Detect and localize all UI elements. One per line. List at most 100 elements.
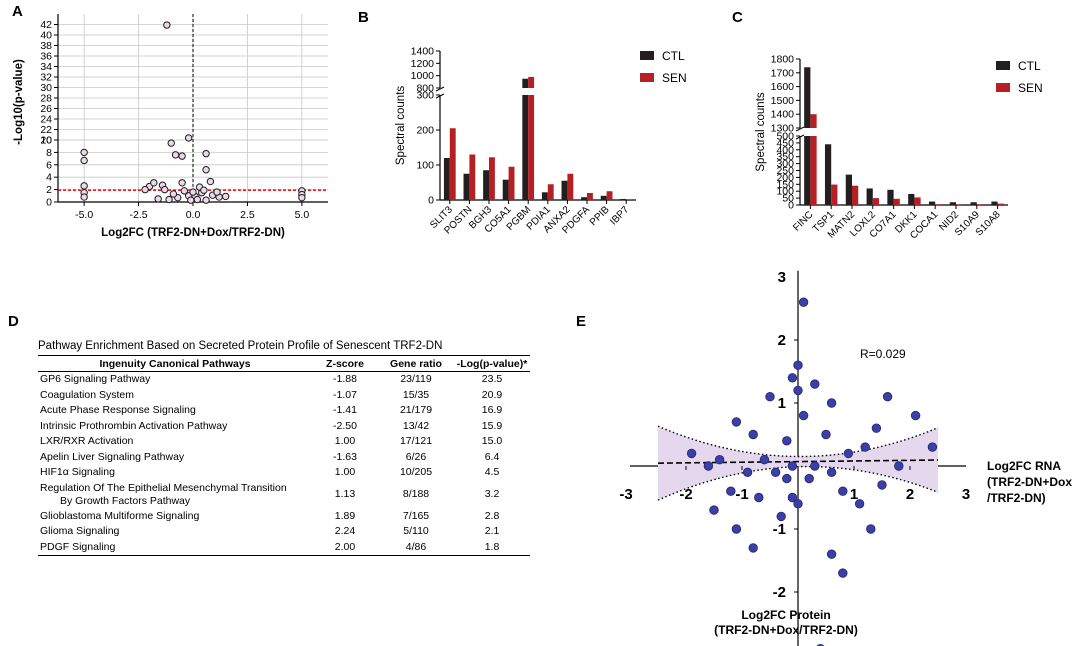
pathway-name: Intrinsic Prothrombin Activation Pathway [40,419,228,432]
axis-break-mark [435,86,445,92]
bar-sen [852,185,859,205]
bar-ctl [866,188,873,205]
correlation-point [894,461,904,471]
table-row: Intrinsic Prothrombin Activation Pathway… [38,419,530,435]
ratio-cell: 15/35 [402,388,430,401]
bar-ctl [541,192,548,200]
y-tick-label: 300 [776,158,794,170]
y-tick-label: 1300 [771,123,795,135]
y-tick-label: 1600 [771,81,795,93]
bar-sen-upper [810,114,817,128]
bar-ctl [970,202,977,205]
correlation-point [854,499,865,509]
correlation-point [821,429,831,440]
x-tick-label: IBP7 [608,204,631,227]
ratio-cell: 4/86 [378,539,454,556]
y-tick-label: 1400 [771,109,795,121]
zscore-cell: -1.41 [333,404,357,417]
y-axis-label: -Log10(p-value) [13,59,25,145]
y-tick-label: 10 [40,135,52,147]
axis-break-mark [795,126,805,132]
y-tick-label: 0 [428,195,434,207]
ratio-cell: 5/110 [403,525,429,538]
x-tick-label: -2.5 [130,209,148,221]
table-row: HIF1α Signaling 1.00 10/205 4.5 [38,465,530,481]
pathway-name-line1: Regulation Of The Epithelial Mesenchymal… [40,481,287,494]
y-tick-label: 42 [40,19,52,31]
zscore-cell: -1.88 [333,373,357,386]
pathway-name: Acute Phase Response Signaling [40,404,196,417]
x-tick-label: 2 [906,486,914,503]
legend-swatch-sen [640,73,654,82]
x-axis-label: Log2FC (TRF2-DN+Dox/TRF2-DN) [101,227,285,239]
legend-label-sen: SEN [1018,81,1043,95]
bar-ctl [463,173,470,200]
correlation-point [748,429,758,440]
volcano-point [213,188,221,196]
bar-sen [872,198,880,205]
pathway-name: GP6 Signaling Pathway [40,373,151,386]
bar-ctl [620,198,627,200]
correlation-point [882,392,893,402]
legend-label-ctl: CTL [662,49,685,63]
table-row: Regulation Of The Epithelial Mesenchymal… [38,481,530,509]
r-value-annotation: R=0.029 [860,347,906,361]
bar-sen [893,198,900,205]
header-logp: -Log(p-value)* [454,355,530,372]
legend-swatch-sen [996,83,1010,92]
volcano-point [206,177,215,186]
bar-sen-upper [528,76,535,88]
panel-label-e: E [576,313,586,330]
y-tick-label: 250 [776,165,794,177]
logp-cell: 6.4 [484,450,500,463]
y-tick-label: 34 [40,61,52,73]
x-tick-label: 3 [962,486,970,503]
correlation-point [770,467,781,478]
correlation-point [731,524,742,534]
logp-cell: 4.5 [484,466,500,479]
correlation-point [703,461,714,471]
x-tick-label: 1 [850,486,858,503]
regression-line [657,459,939,464]
bar-sen [547,184,554,200]
pathway-name: Glioblastoma Multiforme Signaling [40,509,200,522]
ratio-cell: 7/165 [402,509,430,522]
y-axis-label: Spectral counts [755,92,767,172]
volcano-point [80,148,88,157]
correlation-point [798,410,809,421]
bar-ctl [581,197,587,200]
bar-ctl [928,201,936,205]
bar-sen [956,204,963,205]
bar-sen [914,197,921,205]
table-row: Coagulation System -1.07 15/35 20.9 [38,388,530,404]
bar-sen [567,173,574,200]
bar-sen [587,193,593,200]
correlation-point [798,297,809,307]
x-tick-label: PPIB [588,204,612,228]
axis-break-mark [435,93,445,99]
correlation-point [793,385,803,396]
volcano-point [178,152,186,160]
volcano-point [163,21,171,29]
ratio-cell: 13/42 [402,419,430,432]
pathway-name: Apelin Liver Signaling Pathway [40,450,185,463]
volcano-point [80,193,88,201]
bar-ctl [887,189,894,205]
correlation-point [793,360,803,370]
y-tick-label: 6 [46,159,52,171]
correlation-point [782,436,792,446]
correlation-point [765,392,775,402]
bar-ctl [522,95,529,200]
y-tick-label: 350 [776,151,794,163]
y-tick-label: 50 [782,193,794,205]
bar-ctl [949,202,956,205]
bar-sen [976,204,984,205]
volcano-point [80,182,88,190]
table-row: LXR/RXR Activation 1.00 17/121 15.0 [38,434,530,450]
panel-label-d: D [8,313,19,330]
correlation-point [910,410,921,421]
table-row: GP6 Signaling Pathway -1.88 23/119 23.5 [38,372,530,388]
